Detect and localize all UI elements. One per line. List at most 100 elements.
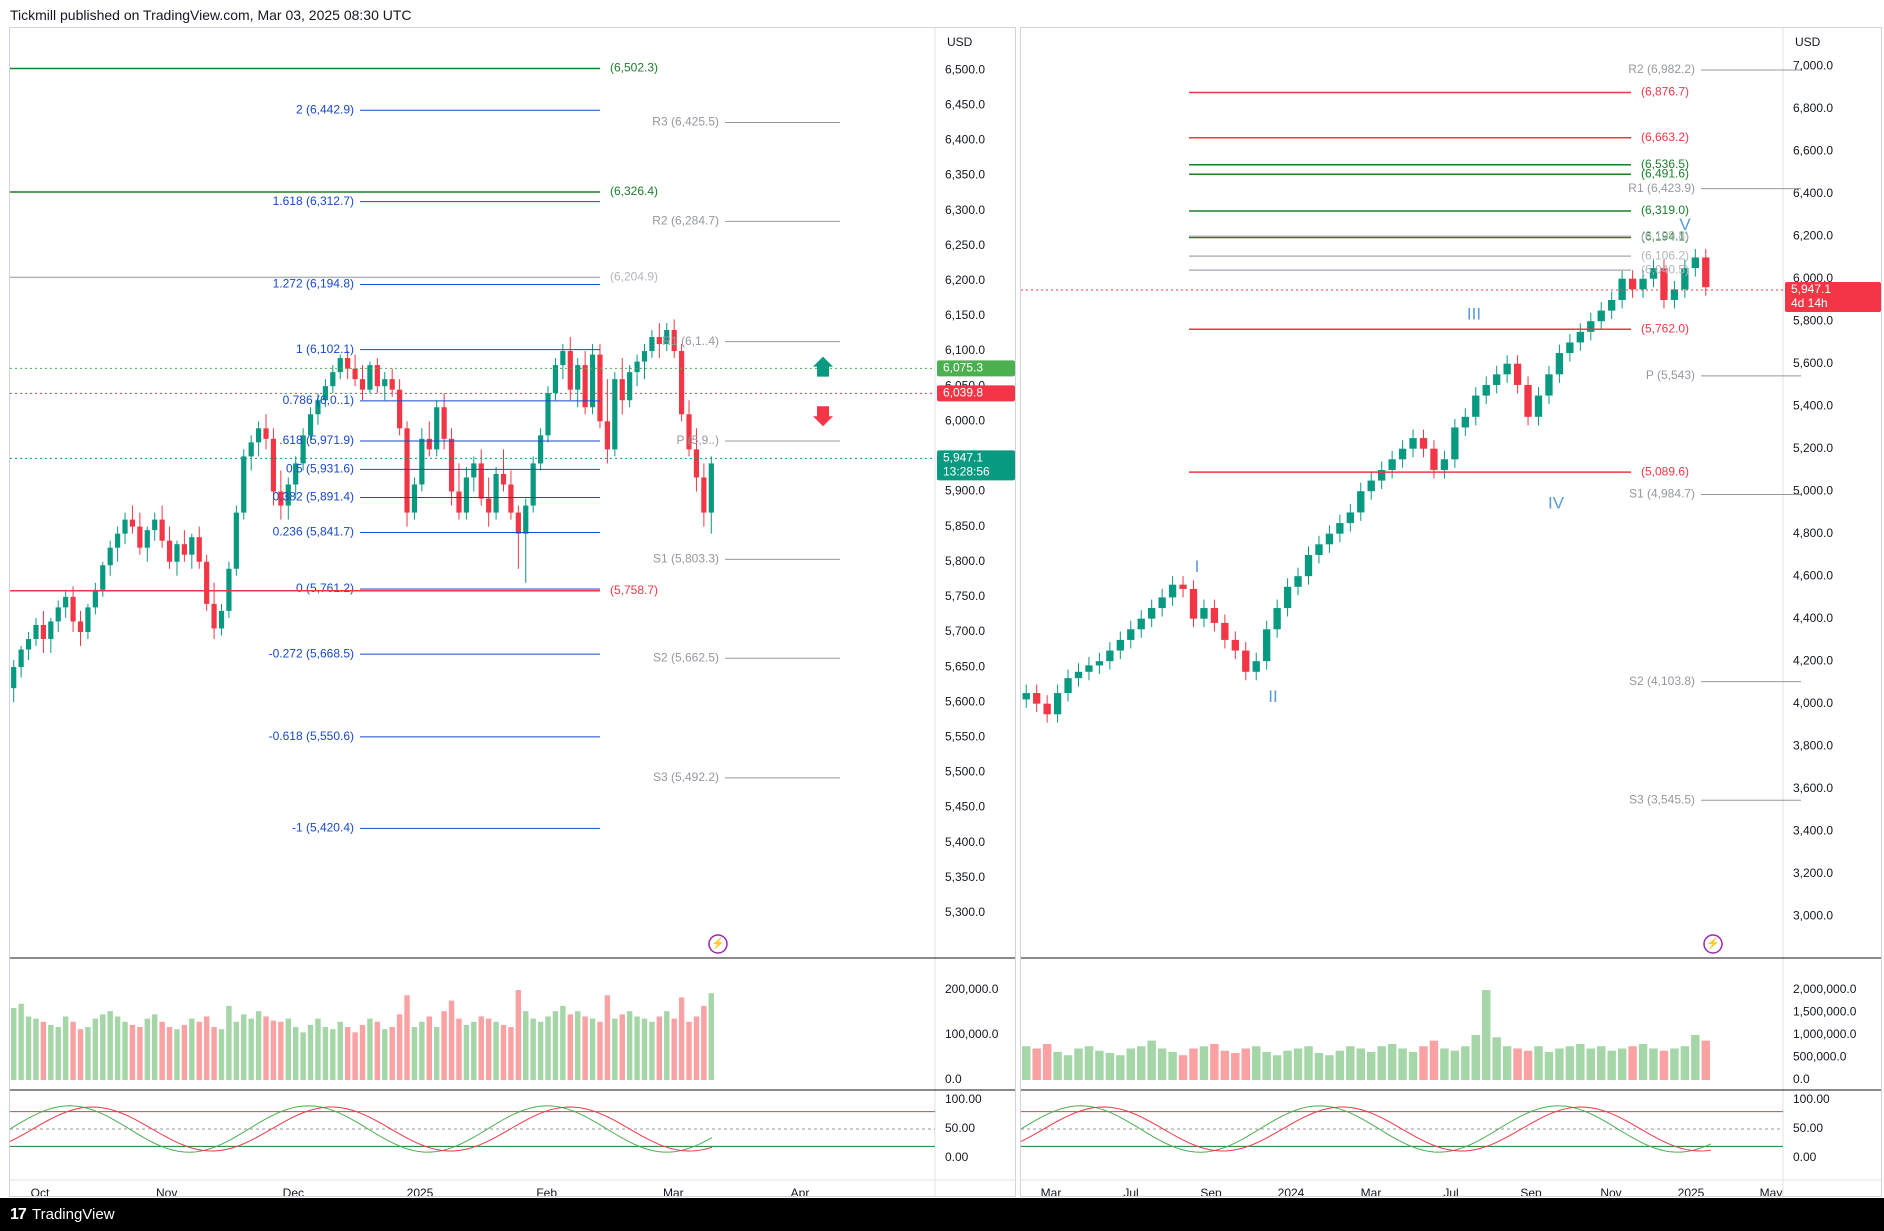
target-label: (6,199.8): [1641, 228, 1689, 242]
volume-bar: [530, 1018, 536, 1080]
lightning-icon: ⚡: [1706, 937, 1720, 950]
candle-body: [552, 365, 559, 394]
volume-bar: [1377, 1046, 1386, 1080]
candle-body: [352, 368, 358, 380]
candle-body: [441, 407, 447, 439]
volume-tick-label: 500,000.0: [1793, 1050, 1847, 1064]
fib-level-label: 0 (5,761.2): [296, 581, 354, 595]
weekly-chart[interactable]: USD 7,000.0 6,800.0 6,600.0 6,400.0 6,200.0 6,…: [1021, 28, 1882, 1197]
candle-body: [1252, 661, 1260, 672]
volume-bar: [1628, 1046, 1637, 1080]
volume-bar: [701, 1005, 707, 1080]
volume-bar: [1659, 1050, 1669, 1080]
daily-chart[interactable]: USD 6,500.0 6,450.0 6,400.0 6,350.0 6,300.0 6,…: [10, 28, 1016, 1197]
candle-body: [1639, 278, 1647, 290]
candle-body: [1430, 448, 1438, 470]
volume-bar: [1063, 1055, 1073, 1080]
volume-bar: [62, 1016, 69, 1080]
candle-body: [1325, 533, 1334, 545]
candle-body: [1346, 512, 1354, 524]
volume-bar: [367, 1018, 373, 1080]
volume-bar: [619, 1014, 625, 1080]
candle-body: [523, 505, 529, 534]
candle-body: [233, 512, 239, 569]
candle-body: [708, 463, 714, 513]
volume-bar: [1304, 1046, 1313, 1080]
volume-bar: [1178, 1055, 1188, 1080]
volume-bar: [664, 1011, 670, 1080]
price-tag: [937, 360, 1015, 377]
candle-body: [500, 473, 507, 485]
candle-body: [1503, 363, 1511, 375]
volume-bar: [604, 995, 611, 1080]
candle-body: [1419, 438, 1428, 449]
time-tick-label: May: [1760, 1186, 1783, 1197]
candle-body: [1555, 353, 1564, 375]
pivot-label: R1 (6,1..4): [662, 334, 719, 348]
candle-body: [1524, 384, 1532, 417]
candle-body: [374, 365, 380, 387]
volume-bar: [1084, 1046, 1094, 1080]
volume-tick-label: 2,000,000.0: [1793, 982, 1857, 996]
price-tag: [937, 450, 1015, 481]
candle-body: [567, 351, 573, 390]
volume-bar: [582, 1016, 588, 1080]
volume-bar: [374, 1021, 381, 1080]
volume-bar: [1042, 1044, 1052, 1080]
candle-body: [693, 449, 700, 478]
volume-bar: [1586, 1048, 1595, 1080]
candle-body: [671, 329, 677, 352]
candle-body: [419, 438, 425, 485]
volume-bar: [1450, 1050, 1460, 1080]
candle-body: [649, 337, 655, 352]
candle-body: [382, 379, 388, 387]
candle-body: [582, 365, 588, 408]
candle-body: [1513, 363, 1522, 385]
target-label: (6,876.7): [1641, 85, 1689, 99]
volume-bar: [508, 1027, 514, 1080]
target-label: (6,663.2): [1641, 130, 1689, 144]
volume-bar: [478, 1016, 484, 1080]
volume-bar: [100, 1014, 106, 1080]
price-tick-label: 3,800.0: [1793, 738, 1833, 752]
candle-body: [1597, 310, 1605, 322]
target-label: (6,536.5): [1641, 157, 1689, 171]
volume-bar: [1210, 1044, 1219, 1080]
publish-title: Tickmill published on TradingView.com, M…: [10, 7, 412, 23]
price-tick-label: 6,500.0: [945, 62, 985, 76]
pivot-label: S2 (4,103.8): [1629, 674, 1695, 688]
volume-bar: [77, 1029, 84, 1080]
lightning-icon[interactable]: [708, 934, 728, 954]
candle-body: [1043, 703, 1051, 715]
volume-bar: [144, 1018, 150, 1080]
volume-bar: [226, 1005, 232, 1080]
time-tick-label: 2025: [1678, 1186, 1705, 1197]
price-tick-label: 5,500.0: [945, 765, 985, 779]
candle-body: [1681, 268, 1689, 290]
oscillator-k-line: [1021, 1105, 1712, 1153]
price-tick-label: 5,700.0: [945, 624, 985, 638]
lightning-icon[interactable]: [1703, 934, 1723, 954]
left-chart-panel[interactable]: USD 6,500.0 6,450.0 6,400.0 6,350.0 6,300.0 6,…: [9, 27, 1016, 1197]
candle-body: [1283, 586, 1292, 609]
elliott-wave-label: I: [1195, 557, 1200, 576]
volume-bar: [122, 1021, 128, 1080]
arrow-down-icon[interactable]: [813, 406, 833, 427]
volume-bar: [1544, 1051, 1554, 1080]
candle-body: [1189, 588, 1198, 619]
price-tick-label: 6,000.0: [945, 413, 985, 427]
volume-bar: [1157, 1048, 1167, 1080]
volume-bar: [300, 1032, 306, 1080]
candle-body: [1398, 448, 1407, 460]
volume-bar: [1523, 1050, 1533, 1080]
volume-bar: [1241, 1048, 1250, 1080]
arrow-up-icon[interactable]: [813, 356, 833, 377]
price-tick-label: 5,300.0: [945, 905, 985, 919]
target-label: (6,491.6): [1641, 166, 1689, 180]
right-chart-panel[interactable]: USD 7,000.0 6,800.0 6,600.0 6,400.0 6,200.0 6,…: [1020, 27, 1882, 1197]
volume-bar: [389, 1027, 395, 1080]
price-tick-label: 5,800.0: [1793, 313, 1833, 327]
candle-body: [129, 519, 136, 527]
candle-body: [256, 428, 262, 443]
candle-body: [538, 435, 544, 464]
